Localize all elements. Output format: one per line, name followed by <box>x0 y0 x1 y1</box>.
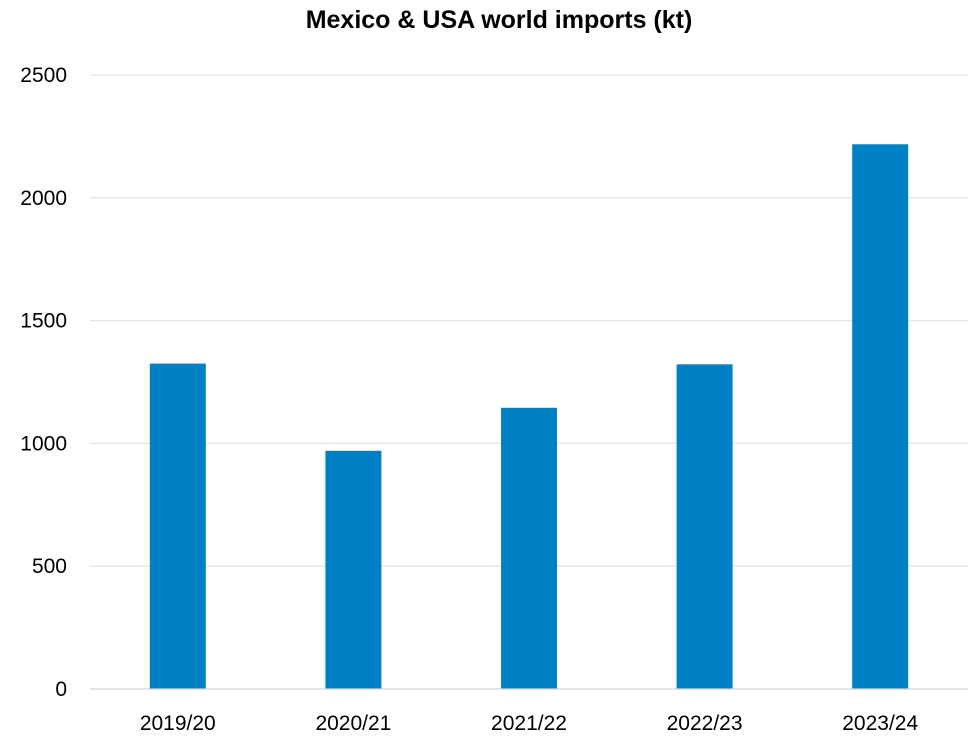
bar-2021-22 <box>501 407 557 689</box>
x-tick-label: 2023/24 <box>842 712 918 735</box>
bar-2022-23 <box>676 364 733 689</box>
y-tick-label: 2500 <box>20 64 67 87</box>
y-tick-label: 1500 <box>20 310 67 333</box>
x-tick-label: 2020/21 <box>315 712 391 735</box>
y-tick-label: 2000 <box>20 187 67 210</box>
y-tick-label: 1000 <box>20 432 67 455</box>
bar-2020-21 <box>325 450 382 689</box>
bar-2023-24 <box>852 144 909 689</box>
x-tick-label: 2021/22 <box>491 712 567 735</box>
y-axis-ticks: 0 500 1000 1500 2000 2500 <box>20 64 67 701</box>
bar-2019-20 <box>149 363 206 689</box>
gridlines <box>90 74 968 567</box>
x-tick-label: 2019/20 <box>140 712 216 735</box>
bars <box>149 144 909 689</box>
chart-title: Mexico & USA world imports (kt) <box>306 6 693 34</box>
y-tick-label: 500 <box>32 555 67 578</box>
y-tick-label: 0 <box>55 678 67 701</box>
x-axis-ticks: 2019/20 2020/21 2021/22 2022/23 2023/24 <box>140 712 919 735</box>
x-tick-label: 2022/23 <box>667 712 743 735</box>
